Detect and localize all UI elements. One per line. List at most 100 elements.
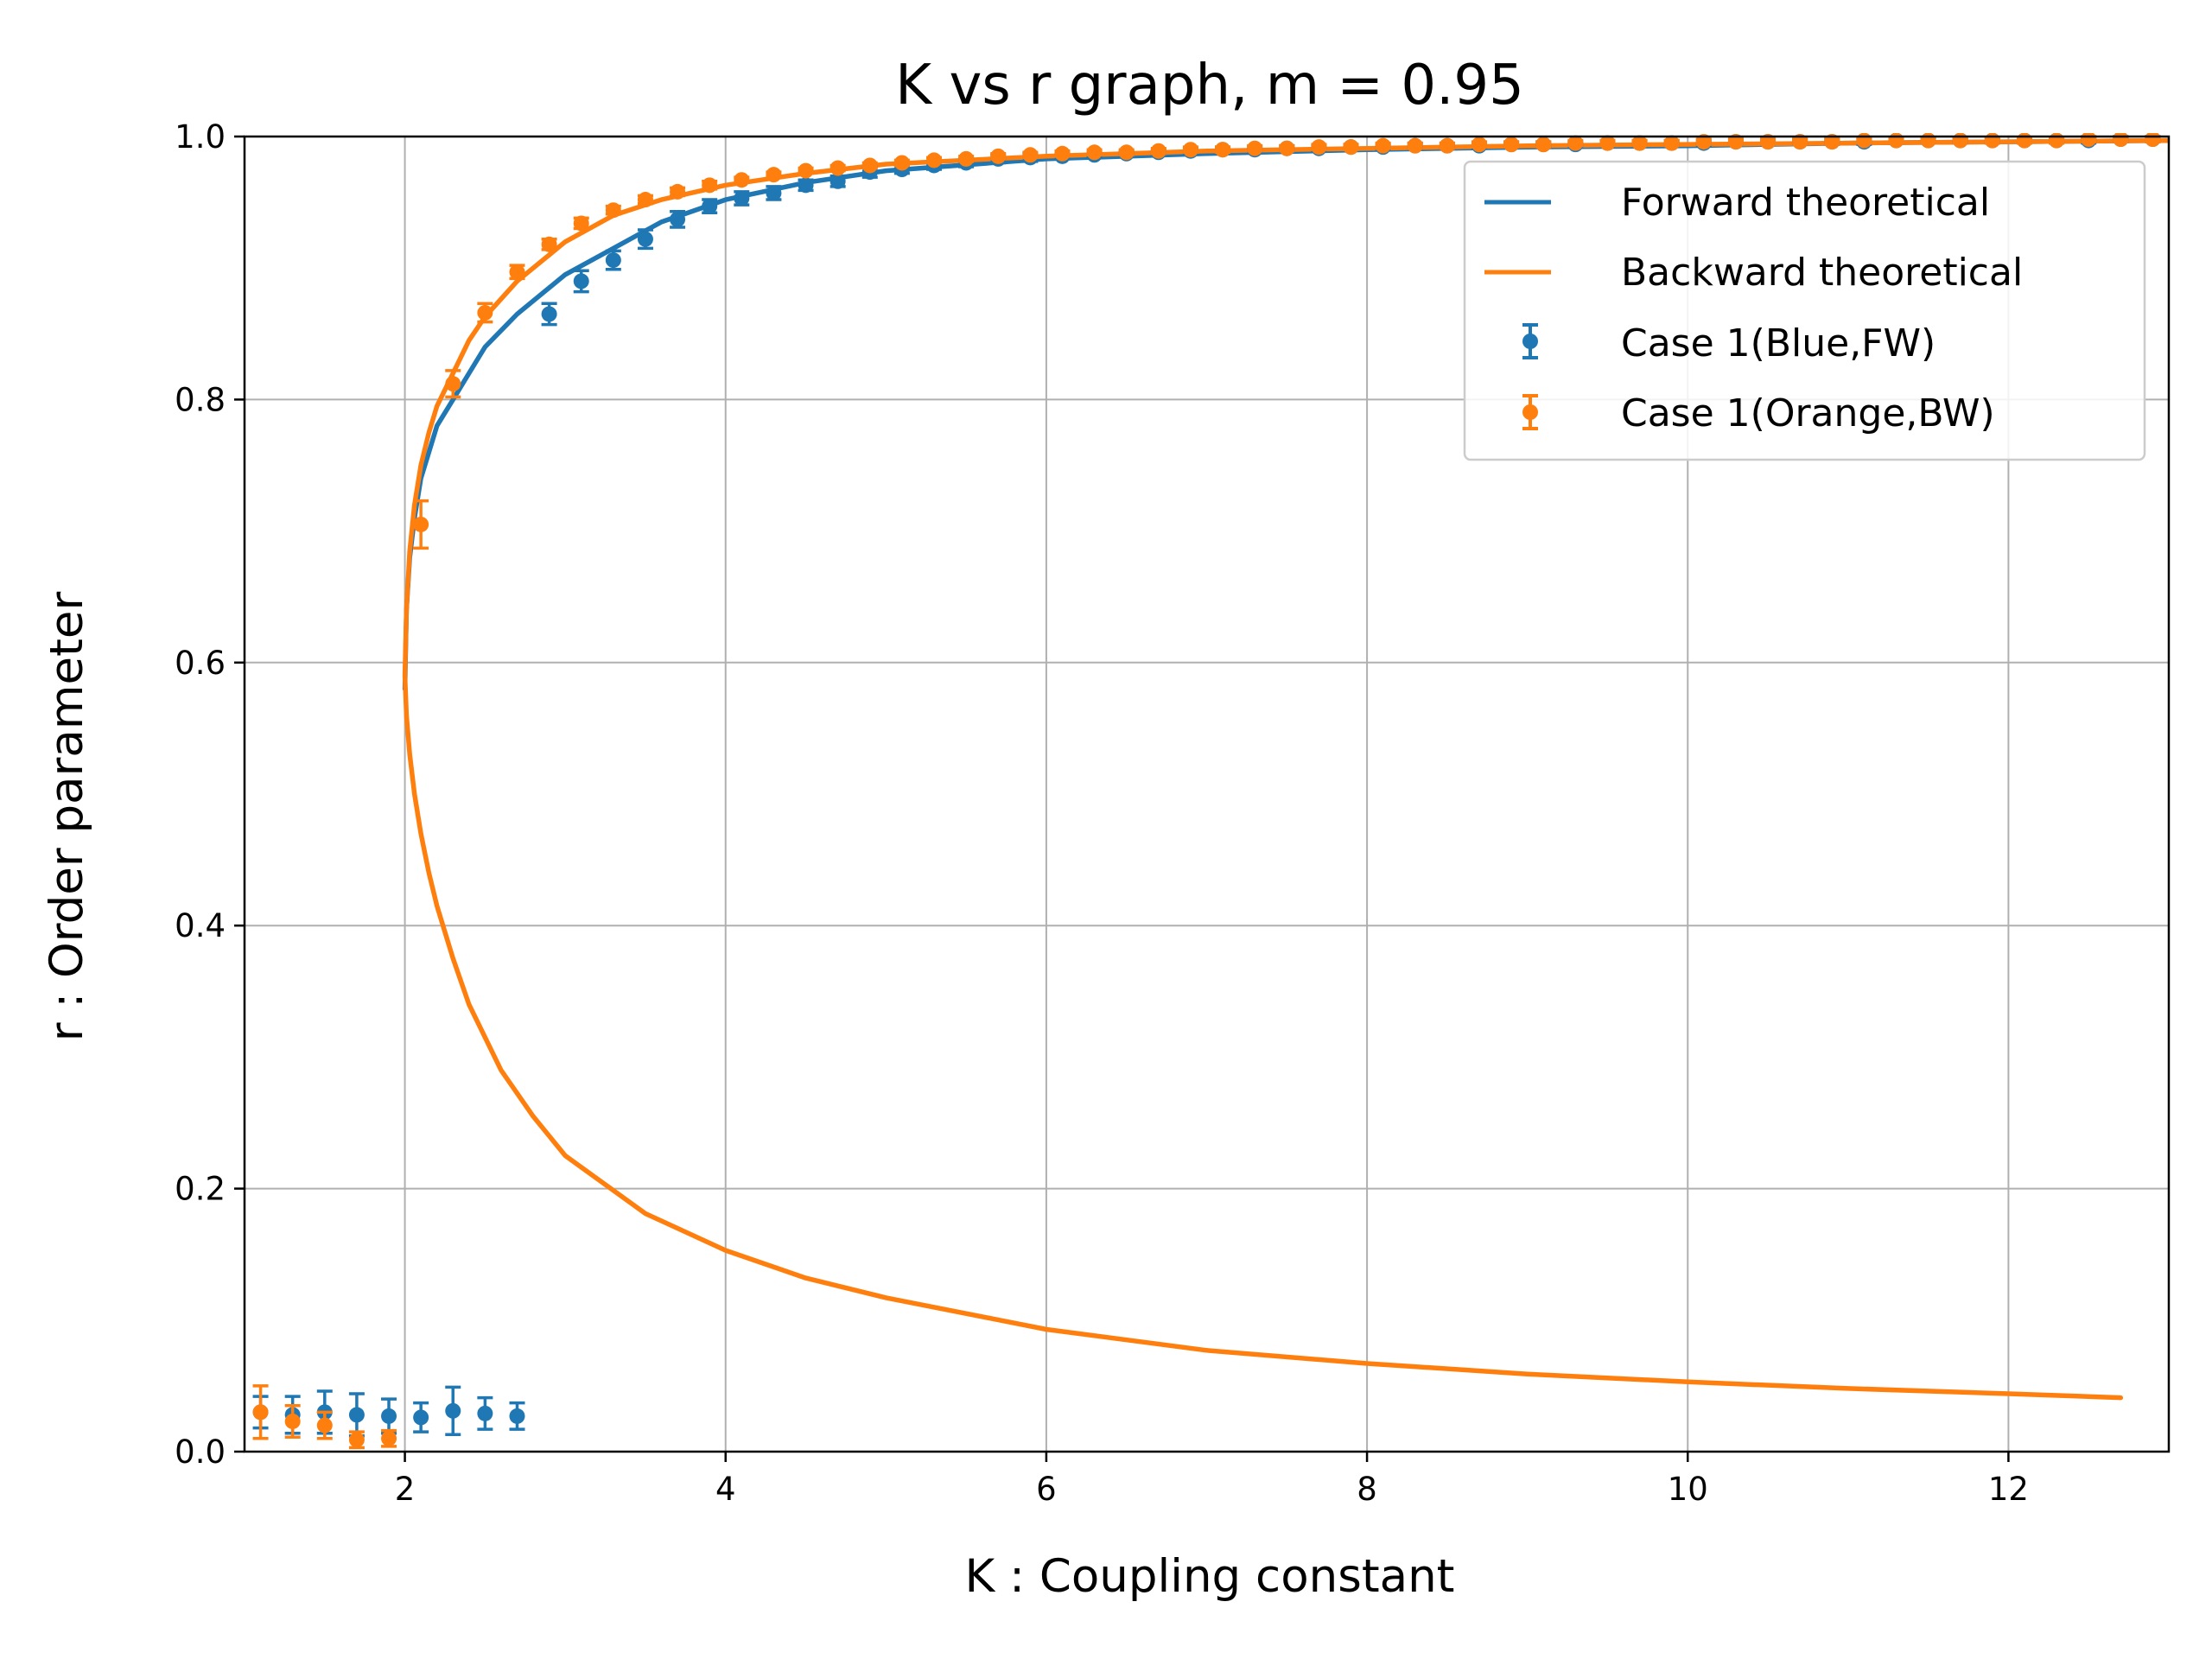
data-point: [348, 1430, 365, 1450]
data-point: [573, 269, 589, 294]
data-point: [1631, 135, 1648, 151]
data-point: [445, 369, 461, 399]
data-point: [830, 173, 846, 189]
data-point: [1471, 137, 1487, 153]
x-tick-label: 4: [715, 1471, 736, 1508]
data-point: [316, 1410, 333, 1440]
axis-ticks: 2 4 6 8 10 12 0.0 0.2 0.4 0.6 0.8 1.0: [175, 118, 2029, 1508]
legend-box: [1463, 160, 2146, 461]
legend-label-forward: Forward theoretical: [1621, 181, 1990, 225]
axes-frame: [243, 135, 2171, 1453]
x-tick-label: 10: [1668, 1471, 1708, 1508]
data-point: [1792, 134, 1808, 150]
data-point: [1439, 137, 1455, 154]
data-point: [1247, 140, 1263, 156]
legend-swatch-case-blue: [1522, 323, 1538, 359]
legend-label-backward: Backward theoretical: [1621, 251, 2023, 295]
data-point: [1952, 133, 1968, 149]
data-point: [1343, 139, 1359, 156]
data-point: [445, 1385, 461, 1436]
data-point: [1182, 142, 1198, 158]
data-point: [477, 302, 493, 324]
data-point: [893, 155, 910, 171]
legend-label-case-blue: Case 1(Blue,FW): [1621, 321, 1936, 365]
data-point: [284, 1403, 301, 1440]
y-tick-label: 1.0: [175, 118, 226, 156]
data-point: [1663, 135, 1680, 151]
data-point: [1535, 137, 1552, 153]
data-point: [1150, 143, 1166, 159]
data-point: [1375, 137, 1391, 154]
data-point: [1022, 147, 1039, 163]
data-point: [1599, 135, 1616, 151]
data-point: [252, 1384, 269, 1440]
data-point: [541, 302, 557, 327]
data-point: [477, 1395, 493, 1431]
data-point: [605, 202, 621, 219]
plot-area: [252, 133, 2169, 1450]
y-tick-label: 0.4: [175, 907, 226, 944]
x-axis-label: K : Coupling constant: [965, 1550, 1455, 1603]
y-tick-label: 0.2: [175, 1171, 226, 1208]
x-tick-label: 12: [1988, 1471, 2029, 1508]
data-point: [766, 167, 782, 183]
data-point: [1215, 142, 1231, 158]
y-tick-label: 0.8: [175, 381, 226, 418]
data-point: [734, 190, 750, 207]
case-orange-points: [252, 133, 2161, 1450]
data-point: [381, 1428, 397, 1448]
x-tick-label: 6: [1036, 1471, 1057, 1508]
data-point: [637, 228, 653, 251]
data-point: [830, 160, 846, 176]
data-point: [1888, 133, 1904, 149]
data-point: [1695, 134, 1712, 150]
plot-series: [252, 133, 2169, 1450]
data-point: [1984, 133, 2000, 149]
legend-swatch-case-orange: [1522, 394, 1538, 430]
data-point: [798, 177, 814, 194]
data-point: [1407, 137, 1423, 154]
data-point: [1760, 134, 1777, 150]
x-tick-label: 2: [395, 1471, 416, 1508]
y-tick-label: 0.0: [175, 1433, 226, 1471]
legend: Forward theoretical Backward theoretical…: [1463, 160, 2146, 461]
data-point: [2145, 133, 2161, 148]
legend-label-case-orange: Case 1(Orange,BW): [1621, 391, 1995, 435]
data-point: [413, 499, 429, 550]
data-point: [1920, 133, 1936, 149]
data-point: [1856, 133, 1872, 149]
data-point: [670, 183, 686, 200]
data-point: [509, 1401, 525, 1431]
data-point: [1086, 144, 1103, 161]
data-point: [766, 185, 782, 201]
data-point: [605, 249, 621, 271]
data-point: [413, 1401, 429, 1433]
data-point: [2081, 133, 2097, 148]
data-point: [2113, 133, 2129, 148]
data-point: [670, 210, 686, 229]
data-point: [1311, 139, 1327, 156]
data-point: [1727, 134, 1744, 150]
data-point: [1824, 134, 1840, 150]
data-point: [798, 162, 814, 179]
data-point: [2049, 133, 2065, 149]
y-tick-label: 0.6: [175, 645, 226, 682]
data-point: [958, 150, 975, 167]
data-point: [541, 236, 557, 252]
data-point: [1567, 135, 1584, 151]
data-point: [573, 215, 589, 232]
data-point: [702, 198, 718, 215]
data-point: [1503, 137, 1520, 153]
x-tick-label: 8: [1357, 1471, 1377, 1508]
data-point: [734, 172, 750, 188]
data-point: [1118, 144, 1135, 161]
data-point: [926, 152, 943, 168]
data-point: [637, 192, 653, 208]
data-point: [1279, 140, 1295, 156]
data-point: [2016, 133, 2032, 149]
data-point: [1054, 145, 1071, 162]
data-point: [702, 177, 718, 194]
data-point: [861, 157, 878, 174]
data-point: [990, 148, 1007, 164]
